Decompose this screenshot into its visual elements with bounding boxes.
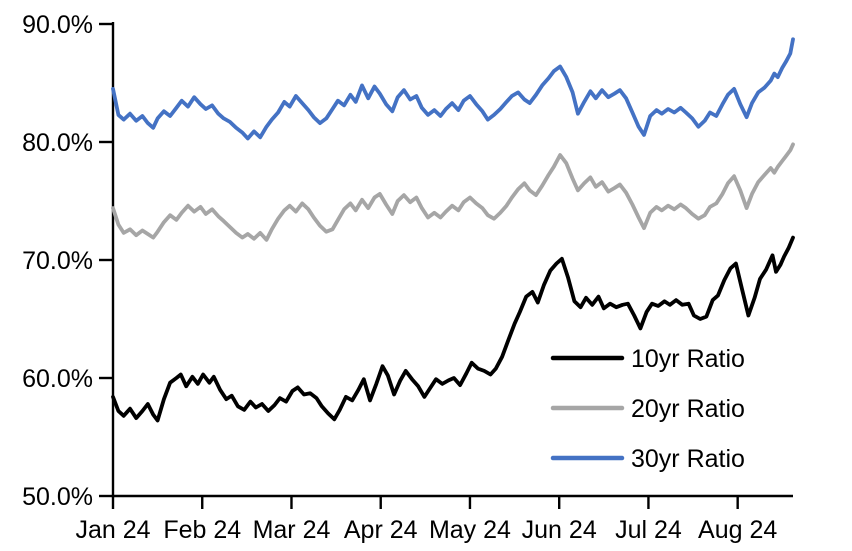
- y-axis-label: 90.0%: [22, 11, 93, 39]
- x-axis-label: May 24: [429, 516, 511, 544]
- y-axis-label: 60.0%: [22, 365, 93, 393]
- x-axis-label: Apr 24: [344, 516, 418, 544]
- x-axis-label: Mar 24: [253, 516, 331, 544]
- legend-item-30yr: 30yr Ratio: [550, 445, 745, 473]
- legend-item-10yr: 10yr Ratio: [550, 345, 745, 373]
- x-axis-label: Jun 24: [522, 516, 597, 544]
- x-axis-label: Jul 24: [615, 516, 682, 544]
- legend-label: 20yr Ratio: [631, 395, 745, 423]
- y-axis-label: 70.0%: [22, 247, 93, 275]
- series-line-20yr: [111, 142, 795, 242]
- series-line-30yr: [111, 37, 795, 141]
- axes: 90.0% 80.0% 70.0% 60.0% 50.0% Jan 24 Feb 24 Mar…: [22, 11, 793, 544]
- legend-item-20yr: 20yr Ratio: [550, 395, 745, 423]
- y-axis-label: 80.0%: [22, 129, 93, 157]
- x-axis-label: Jan 24: [75, 516, 150, 544]
- legend: 10yr Ratio 20yr Ratio 30yr Ratio: [550, 345, 745, 473]
- x-axis-label: Aug 24: [698, 516, 777, 544]
- x-axis-label: Feb 24: [163, 516, 241, 544]
- legend-label: 30yr Ratio: [631, 445, 745, 473]
- series-lines: [111, 37, 795, 423]
- y-axis-label: 50.0%: [22, 483, 93, 511]
- legend-label: 10yr Ratio: [631, 345, 745, 373]
- series-line-10yr: [111, 235, 795, 423]
